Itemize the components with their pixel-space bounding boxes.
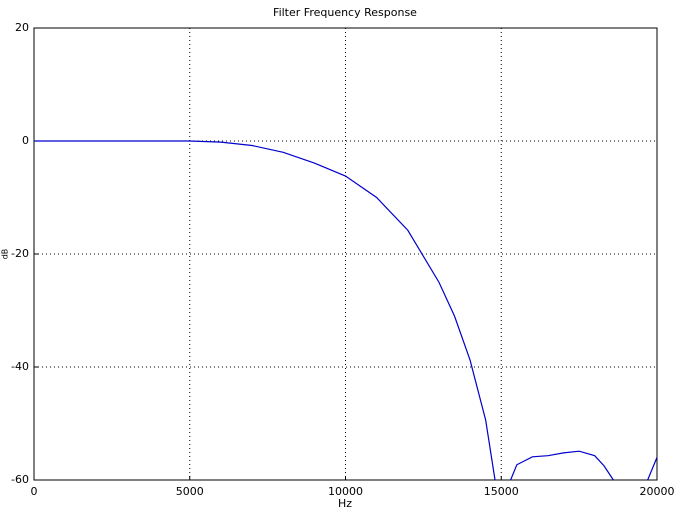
y-tick-label: 0 (22, 134, 29, 147)
line-series (34, 140, 658, 481)
x-tick-label: 5000 (176, 485, 204, 498)
y-axis-label: dB (1, 249, 10, 260)
x-tick-label: 10000 (328, 485, 363, 498)
y-tick-label: -20 (11, 247, 29, 260)
x-tick-label: 15000 (484, 485, 519, 498)
y-tick-label: 20 (15, 21, 29, 34)
y-tick-label: -40 (11, 360, 29, 373)
x-axis-label: Hz (338, 497, 352, 510)
x-tick-label: 0 (31, 485, 38, 498)
chart-title: Filter Frequency Response (273, 6, 417, 19)
y-tick-label: -60 (11, 473, 29, 486)
plot-frame (33, 27, 658, 481)
x-tick-label: 20000 (640, 485, 675, 498)
